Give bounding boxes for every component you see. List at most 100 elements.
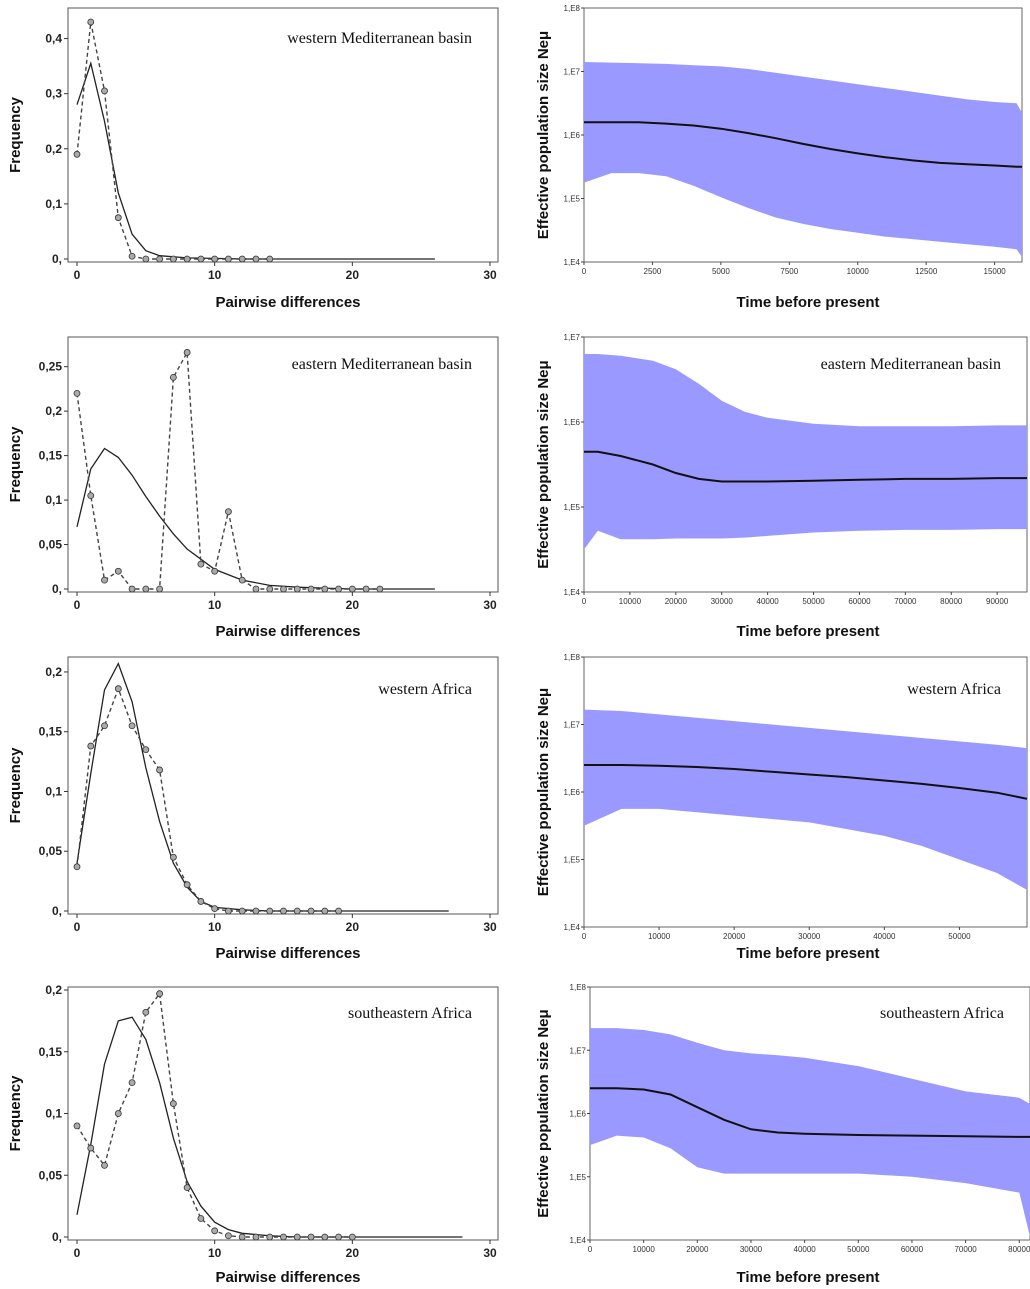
- data-point: [280, 907, 287, 915]
- data-point: [293, 1233, 301, 1241]
- data-point: [142, 746, 150, 754]
- x-tick-label: 10000: [619, 597, 642, 606]
- x-tick-label: 10000: [648, 932, 671, 941]
- data-point: [197, 1215, 205, 1222]
- data-point: [348, 1233, 356, 1241]
- skyline-panel: 1,E4 1,E5 1,E6 1,E7 1,E8 0 10000 20000 30000 4000…: [535, 653, 1028, 962]
- data-point: [169, 853, 177, 861]
- x-axis-label: Pairwise differences: [215, 294, 360, 311]
- panel-title: western Africa: [378, 681, 472, 698]
- x-tick-label: 70000: [894, 597, 917, 606]
- x-tick-label: 0: [582, 932, 587, 941]
- y-tick-label: 1,E8: [564, 653, 581, 662]
- data-point: [321, 907, 329, 915]
- x-axis-label: Time before present: [736, 945, 879, 962]
- y-tick-label: 1,E6: [564, 788, 581, 797]
- plot-frame: [67, 986, 499, 1241]
- plot-frame: [67, 7, 499, 263]
- data-point: [114, 214, 122, 222]
- x-tick-label: 30000: [740, 1245, 763, 1254]
- hpd-interval-band: [584, 354, 1027, 550]
- data-point: [128, 252, 136, 260]
- x-tick-label: 20000: [686, 1245, 709, 1254]
- data-point: [128, 722, 136, 730]
- y-axis-label: Effective population size Neμ: [535, 688, 552, 896]
- x-axis-label: Pairwise differences: [215, 945, 360, 962]
- data-point: [101, 722, 108, 730]
- data-point: [87, 492, 95, 500]
- expected-series-line: [76, 1016, 463, 1238]
- data-point: [335, 585, 342, 593]
- mismatch-panel: 0, 0,05 0,1 0,15 0,2 0 10 20 30 western Africa Fre…: [7, 656, 499, 962]
- data-point: [156, 766, 164, 774]
- y-tick-label: 0,4: [45, 32, 62, 46]
- data-point: [238, 1233, 246, 1241]
- y-tick-label: 1,E7: [570, 1046, 587, 1055]
- data-point: [266, 1233, 274, 1241]
- data-point: [266, 907, 274, 915]
- data-point: [335, 907, 342, 915]
- x-tick-label: 10: [208, 598, 222, 612]
- data-point: [321, 1233, 329, 1241]
- y-tick-label: 1,E8: [570, 983, 587, 992]
- data-point: [114, 685, 122, 693]
- data-point: [169, 373, 177, 381]
- x-tick-label: 5000: [712, 267, 730, 276]
- data-point: [87, 1144, 95, 1152]
- skyline-panel: 1,E4 1,E5 1,E6 1,E7 0 10000 20000 30000 40000 500…: [535, 333, 1028, 640]
- x-tick-label: 10000: [847, 267, 870, 276]
- y-axis-label: Frequency: [7, 96, 24, 173]
- data-point: [293, 907, 301, 915]
- plot-frame: [67, 336, 499, 593]
- data-point: [101, 1161, 108, 1169]
- data-point: [280, 1233, 287, 1241]
- x-tick-label: 30: [483, 268, 497, 282]
- data-point: [114, 567, 122, 575]
- data-point: [335, 1233, 342, 1241]
- x-tick-label: 10000: [633, 1245, 656, 1254]
- data-point: [101, 87, 108, 95]
- y-axis-label: Effective population size Neμ: [535, 31, 552, 239]
- x-tick-label: 0: [588, 1245, 593, 1254]
- y-tick-label: 0,1: [45, 784, 62, 798]
- data-point: [307, 907, 315, 915]
- y-tick-label: 0,: [52, 252, 62, 266]
- data-point: [73, 150, 81, 158]
- x-tick-label: 10: [208, 920, 222, 934]
- data-point: [266, 585, 274, 593]
- mismatch-panel: 0, 0,05 0,1 0,15 0,2 0,25 0 10 20 30 eastern Medit…: [7, 336, 499, 640]
- y-tick-label: 0,2: [45, 983, 62, 997]
- data-point: [376, 585, 384, 593]
- data-point: [156, 585, 164, 593]
- y-tick-label: 0,: [52, 582, 62, 596]
- x-tick-label: 2500: [644, 267, 662, 276]
- data-point: [252, 255, 260, 263]
- x-tick-label: 15000: [984, 267, 1007, 276]
- data-point: [169, 255, 177, 263]
- x-tick-label: 90000: [986, 597, 1009, 606]
- y-tick-label: 0,2: [45, 142, 62, 156]
- data-point: [211, 255, 219, 263]
- y-tick-label: 1,E6: [564, 131, 581, 140]
- x-tick-label: 30000: [711, 597, 734, 606]
- y-tick-label: 0,: [52, 1230, 62, 1244]
- data-point: [169, 1100, 177, 1108]
- x-tick-label: 0: [74, 1246, 81, 1260]
- x-axis-label: Time before present: [736, 294, 879, 311]
- y-tick-label: 1,E7: [564, 333, 581, 342]
- x-tick-label: 0: [74, 920, 81, 934]
- x-tick-label: 80000: [940, 597, 963, 606]
- panel-title: eastern Mediterranean basin: [292, 356, 472, 373]
- x-tick-label: 40000: [873, 932, 896, 941]
- y-tick-label: 0,25: [39, 360, 63, 374]
- x-tick-label: 10: [208, 1246, 222, 1260]
- skyline-panel: 1,E4 1,E5 1,E6 1,E7 1,E8 0 10000 20000 30000 4000…: [535, 983, 1030, 1286]
- data-point: [101, 576, 108, 584]
- x-tick-label: 60000: [848, 597, 871, 606]
- median-line: [590, 1087, 1030, 1138]
- x-axis-label: Time before present: [736, 1269, 879, 1286]
- y-tick-label: 1,E8: [564, 4, 581, 13]
- x-tick-label: 50000: [847, 1245, 870, 1254]
- data-point: [183, 349, 191, 356]
- y-tick-label: 1,E5: [564, 503, 581, 512]
